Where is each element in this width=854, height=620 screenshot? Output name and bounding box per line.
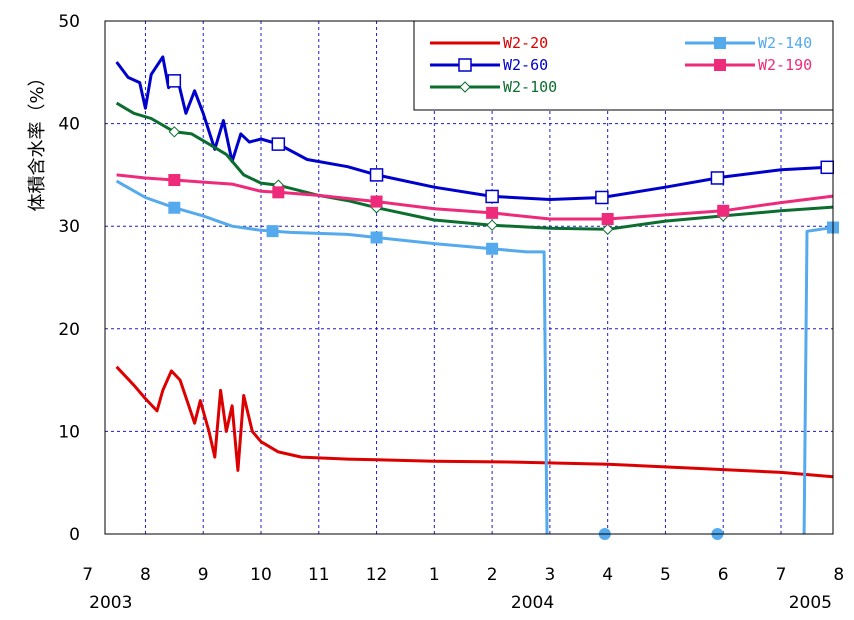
series-marker xyxy=(486,219,498,231)
series-marker xyxy=(168,174,181,187)
y-axis-label: 体積含水率（%） xyxy=(27,68,48,211)
series-marker xyxy=(486,242,499,255)
x-tick-label: 4 xyxy=(602,565,613,585)
series-marker xyxy=(168,126,181,138)
series-marker xyxy=(369,168,384,182)
x-tick-label: 9 xyxy=(198,565,209,585)
x-tick-label: 2 xyxy=(487,565,498,585)
series-marker xyxy=(820,160,834,175)
series-line xyxy=(115,365,834,479)
y-tick-label: 50 xyxy=(58,12,80,32)
legend-label: W2-100 xyxy=(503,78,557,96)
x-tick-label: 12 xyxy=(366,565,388,585)
year-label: 2005 xyxy=(789,593,832,613)
axes: 0102030405078910111212345678910111212003… xyxy=(58,12,844,613)
x-tick-label: 8 xyxy=(140,565,151,585)
year-label: 2004 xyxy=(511,593,554,613)
x-tick-label: 11 xyxy=(308,565,330,585)
series-marker xyxy=(272,186,285,199)
series-W2-190 xyxy=(116,173,834,226)
series-marker xyxy=(370,231,383,244)
series-marker xyxy=(370,195,383,208)
x-tick-label: 1 xyxy=(429,565,440,585)
series-marker xyxy=(601,213,614,226)
series-marker xyxy=(710,171,725,185)
legend-marker xyxy=(714,59,726,71)
legend: W2-20 W2-60 W2-100 W2-140 W2-190 xyxy=(413,20,834,111)
x-tick-label: 8 xyxy=(833,565,844,585)
series-marker xyxy=(486,206,499,219)
legend-marker xyxy=(459,81,471,93)
legend-item-W2-100: W2-100 xyxy=(430,78,557,96)
series-line xyxy=(115,179,549,535)
series-marker xyxy=(485,189,499,204)
series-marker xyxy=(271,137,286,151)
series-layer xyxy=(115,55,839,540)
legend-item-W2-190: W2-190 xyxy=(685,56,812,74)
legend-label: W2-20 xyxy=(503,34,548,52)
x-tick-label: 7 xyxy=(82,565,93,585)
series-marker xyxy=(167,74,182,88)
legend-marker xyxy=(458,58,472,72)
x-tick-label: 10 xyxy=(250,565,272,585)
year-label: 2003 xyxy=(89,593,132,613)
legend-label: W2-140 xyxy=(758,34,812,52)
legend-item-W2-140: W2-140 xyxy=(685,34,812,52)
series-line xyxy=(115,55,834,201)
y-tick-label: 0 xyxy=(69,525,80,545)
legend-marker xyxy=(714,37,726,49)
x-tick-label: 6 xyxy=(718,565,729,585)
x-tick-label: 3 xyxy=(544,565,555,585)
legend-item-W2-60: W2-60 xyxy=(430,56,548,74)
legend-item-W2-20: W2-20 xyxy=(430,34,548,52)
series-W2-60 xyxy=(115,55,834,205)
x-tick-label: 7 xyxy=(776,565,787,585)
series-marker xyxy=(595,190,609,205)
y-tick-label: 20 xyxy=(58,320,80,340)
y-tick-label: 40 xyxy=(58,115,80,135)
series-W2-140 xyxy=(115,179,839,540)
series-W2-20 xyxy=(115,365,834,479)
legend-label: W2-190 xyxy=(758,56,812,74)
series-marker xyxy=(168,201,181,214)
series-marker xyxy=(601,223,614,235)
y-tick-label: 30 xyxy=(58,217,80,237)
x-tick-label: 5 xyxy=(660,565,671,585)
series-marker xyxy=(266,225,279,238)
y-tick-label: 10 xyxy=(58,422,80,442)
legend-label: W2-60 xyxy=(503,56,548,74)
series-line xyxy=(802,226,834,535)
series-marker xyxy=(717,204,730,217)
